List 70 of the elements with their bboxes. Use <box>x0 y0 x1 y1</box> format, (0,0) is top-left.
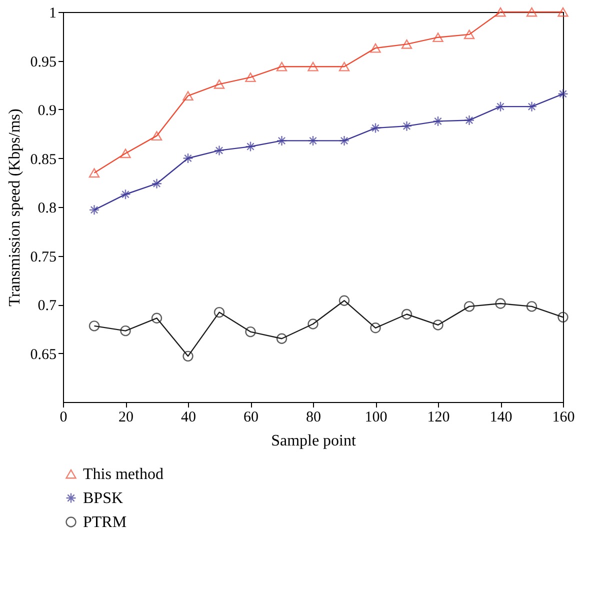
point <box>308 135 318 146</box>
point <box>151 131 162 141</box>
y-tick-label: 0.95 <box>30 54 56 70</box>
point <box>495 101 506 112</box>
y-tick-label: 0.85 <box>30 152 56 168</box>
x-tick-label: 20 <box>118 410 134 426</box>
point <box>338 295 350 306</box>
point <box>276 135 288 146</box>
y-tick-label: 1 <box>49 6 56 22</box>
point <box>276 333 288 344</box>
point <box>401 308 412 320</box>
point <box>464 301 475 312</box>
legend-label: This method <box>83 466 164 483</box>
x-tick-label: 160 <box>552 410 575 426</box>
point <box>308 318 318 330</box>
point <box>308 62 318 72</box>
y-tick-label: 0.7 <box>38 298 57 314</box>
point <box>182 91 194 101</box>
point <box>495 7 506 17</box>
legend-label: PTRM <box>83 514 127 531</box>
x-tick-label: 60 <box>244 410 258 426</box>
y-tick-label: 0.9 <box>38 103 56 119</box>
x-tick-label: 140 <box>490 410 512 426</box>
point <box>526 101 538 112</box>
x-tick-label: 100 <box>364 410 388 426</box>
point <box>245 141 256 152</box>
point <box>338 62 350 72</box>
point <box>370 122 381 134</box>
x-tick-label: 40 <box>181 410 196 426</box>
point <box>182 350 194 362</box>
point <box>401 120 412 132</box>
point <box>214 79 225 89</box>
legend-label: BPSK <box>83 490 124 507</box>
point <box>464 114 475 126</box>
point <box>526 7 538 17</box>
point <box>214 306 225 318</box>
point <box>88 204 100 216</box>
point <box>558 7 568 17</box>
y-tick-label: 0.75 <box>30 249 56 266</box>
x-axis-title: Sample point <box>271 432 356 450</box>
x-tick-label: 120 <box>427 410 450 426</box>
x-tick-label: 80 <box>306 410 321 426</box>
point <box>214 145 225 156</box>
point <box>558 312 568 323</box>
point <box>151 312 162 324</box>
point <box>432 320 444 330</box>
y-tick-label: 0.65 <box>30 346 56 363</box>
point <box>338 135 350 146</box>
point <box>495 298 506 309</box>
y-axis-title: Transmission speed (Kbps/ms) <box>6 108 24 306</box>
point <box>401 39 412 49</box>
point <box>151 178 162 189</box>
point <box>370 43 381 53</box>
point <box>120 148 131 158</box>
point <box>182 152 194 164</box>
point <box>88 168 100 178</box>
y-tick-label: 0.8 <box>38 200 56 216</box>
point <box>276 62 288 72</box>
point <box>120 325 131 336</box>
point <box>245 326 256 338</box>
point <box>432 32 444 42</box>
x-tick-label: 0 <box>60 410 68 426</box>
point <box>432 116 444 127</box>
point <box>558 88 568 100</box>
point <box>120 188 131 200</box>
point <box>370 322 381 334</box>
point <box>464 30 475 40</box>
point <box>88 320 100 332</box>
point <box>526 301 538 312</box>
point <box>245 72 256 82</box>
